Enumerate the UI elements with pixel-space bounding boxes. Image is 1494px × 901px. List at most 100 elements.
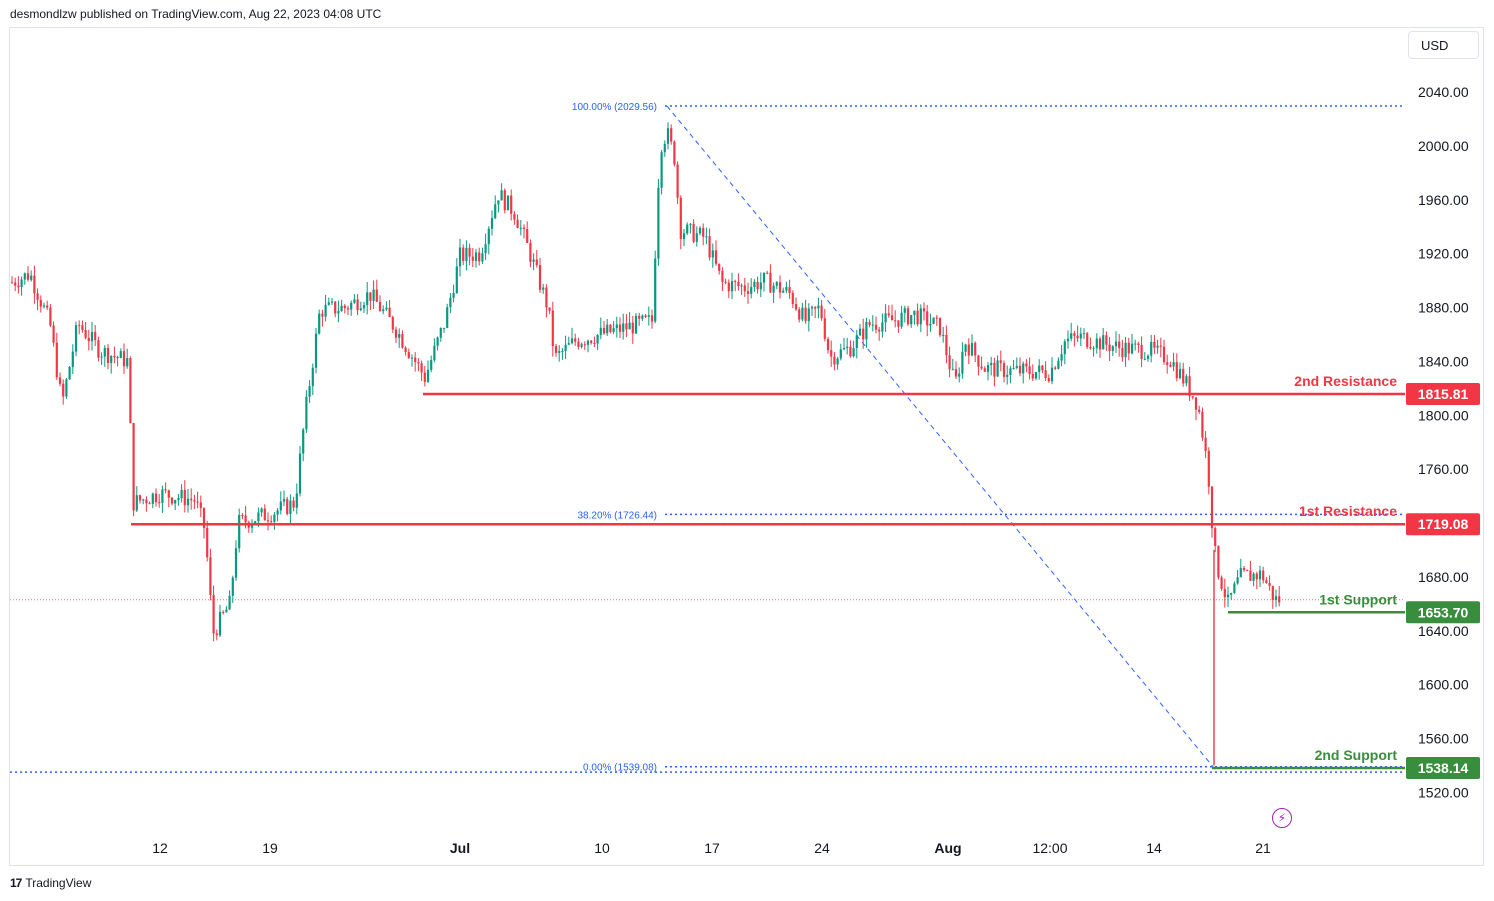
fib-level-label: 38.20% (1726.44): [577, 510, 657, 521]
candle-body: [510, 195, 513, 214]
candle-body: [1092, 348, 1095, 350]
candle-body: [385, 307, 388, 310]
candle-body: [14, 282, 17, 286]
candle-body: [218, 612, 222, 636]
candle-body: [458, 247, 462, 267]
candle-body: [852, 348, 855, 357]
candle-body: [193, 500, 196, 502]
candle-body: [334, 301, 337, 314]
candle-body: [1114, 341, 1118, 347]
candle-body: [618, 324, 622, 332]
candle-body: [174, 499, 177, 504]
candle-body: [526, 228, 529, 243]
candle-body: [180, 489, 183, 499]
candle-body: [327, 302, 330, 305]
currency-button[interactable]: USD: [1408, 31, 1479, 59]
candle-body: [1262, 570, 1265, 581]
lightning-icon[interactable]: ⚡: [1272, 808, 1292, 828]
candle-body: [910, 315, 913, 325]
candle-body: [311, 367, 314, 387]
candle-body: [1082, 333, 1086, 335]
candle-body: [1204, 437, 1207, 452]
candle-body: [42, 305, 46, 307]
candle-body: [858, 328, 862, 336]
trend-line-layer: [666, 105, 1214, 768]
candle-body: [1034, 372, 1038, 379]
candle-body: [609, 324, 612, 332]
candle-body: [1169, 364, 1172, 367]
candle-body: [689, 223, 692, 225]
candle-body: [711, 250, 714, 258]
candle-body: [532, 259, 535, 262]
candle-body: [231, 577, 234, 596]
y-tick-label: 1680.00: [1418, 569, 1469, 585]
candle-body: [570, 338, 574, 344]
candle-body: [814, 306, 817, 309]
candle-body: [1098, 338, 1102, 350]
candle-body: [142, 499, 145, 501]
candle-body: [942, 334, 945, 336]
price-badge-label: 1815.81: [1418, 386, 1469, 402]
candle-body: [196, 501, 199, 503]
candle-body: [62, 383, 65, 397]
candle-body: [238, 514, 241, 549]
candle-body: [1047, 378, 1050, 382]
candle-body: [391, 317, 394, 330]
candle-body: [138, 495, 142, 501]
candle-body: [900, 312, 903, 327]
candle-body: [1140, 344, 1143, 359]
y-tick-label: 1760.00: [1418, 461, 1469, 477]
candle-body: [481, 253, 484, 262]
candle-body: [756, 281, 759, 290]
candle-body: [1118, 341, 1121, 349]
x-tick-label: 24: [814, 840, 830, 856]
candle-body: [388, 307, 391, 318]
levels-layer: 2nd Resistance 1815.81 1st Resistance 1719.…: [131, 373, 1480, 779]
candle-body: [986, 365, 990, 372]
y-tick-label: 2040.00: [1418, 84, 1469, 100]
candle-body: [359, 308, 362, 311]
candle-body: [1191, 396, 1194, 398]
candle-body: [724, 281, 727, 283]
candle-body: [52, 325, 55, 343]
candle-body: [820, 305, 823, 319]
candle-body: [65, 379, 68, 397]
candle-body: [842, 348, 846, 350]
candle-body: [977, 355, 980, 367]
candle-body: [1178, 368, 1182, 379]
candle-body: [97, 340, 100, 358]
candle-body: [270, 521, 273, 523]
candle-body: [522, 227, 526, 229]
candle-body: [337, 311, 340, 314]
candle-body: [426, 369, 430, 382]
candle-body: [414, 357, 417, 363]
candle-body: [1185, 376, 1188, 384]
candle-body: [484, 244, 487, 254]
candle-body: [855, 335, 858, 349]
candle-body: [881, 322, 884, 332]
candle-body: [615, 324, 618, 329]
candles-layer: [10, 122, 1281, 766]
candle-body: [158, 502, 161, 504]
candle-body: [318, 313, 321, 334]
candle-body: [401, 334, 404, 348]
x-tick-label: Aug: [934, 840, 961, 856]
candle-body: [1137, 343, 1140, 345]
candle-body: [727, 282, 730, 292]
candle-body: [631, 322, 634, 334]
level-label: 2nd Resistance: [1294, 373, 1397, 389]
candle-body: [1153, 341, 1156, 348]
candle-body: [167, 490, 170, 498]
candle-body: [980, 366, 983, 369]
candle-body: [212, 595, 215, 634]
candle-body: [1201, 411, 1204, 438]
tradingview-logo[interactable]: 17 TradingView: [10, 876, 91, 890]
candle-body: [1252, 573, 1255, 581]
candle-body: [705, 236, 708, 238]
candle-body: [1076, 335, 1079, 339]
candle-body: [772, 285, 775, 293]
candle-body: [308, 386, 311, 397]
candle-body: [625, 323, 628, 330]
y-tick-label: 1840.00: [1418, 353, 1469, 369]
